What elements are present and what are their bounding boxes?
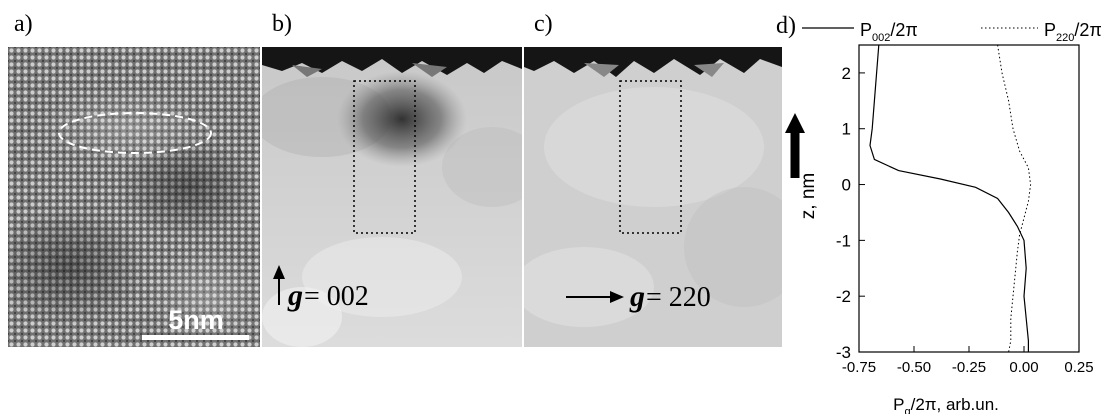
region-ellipse <box>58 112 212 154</box>
legend-label-p002: P002/2π <box>860 20 918 44</box>
x-tick-label: -0.75 <box>842 359 876 376</box>
phase-image-002: g = 002 <box>262 47 522 347</box>
panel-label-b: b) <box>272 11 292 37</box>
series-line-p002 <box>869 44 1029 352</box>
x-axis-label: Pg/2π, arb.un. <box>893 395 999 414</box>
y-tick-label: -2 <box>836 287 851 306</box>
legend: P002/2π P220/2π <box>802 20 1102 44</box>
integration-box <box>619 80 682 234</box>
plot-area: 2 1 0 -1 -2 -3-0.75 -0.50 -0.25 0.00 0.25 <box>836 44 1094 376</box>
integration-box <box>353 80 416 234</box>
scale-bar <box>142 335 249 340</box>
phase-image-220: g = 220 <box>524 47 782 347</box>
hrtem-image-panel: 5nm <box>8 47 260 347</box>
panel-label-c: c) <box>534 11 553 37</box>
y-tick-label: 1 <box>842 120 851 139</box>
phase-image-220-panel: g = 220 <box>524 47 782 347</box>
phase-profile-chart: d) P002/2π P220/2π 2 1 0 -1 -2 -3-0.75 -0.50 -0… <box>776 13 1102 414</box>
hrtem-image: 5nm <box>8 47 260 347</box>
y-tick-label: 2 <box>842 64 851 83</box>
plot-frame <box>858 44 1080 353</box>
y-tick-label: 0 <box>842 176 851 195</box>
series-line-p220 <box>997 44 1032 353</box>
g-symbol-220: g <box>629 280 645 313</box>
x-tick-label: 0.00 <box>1009 359 1038 376</box>
phase-image-002-panel: g = 002 <box>262 47 522 347</box>
scale-bar-label: 5nm <box>168 305 224 335</box>
y-tick-label: -3 <box>836 343 851 362</box>
panel-label-d: d) <box>776 13 796 39</box>
g-value-220: = 220 <box>646 282 711 313</box>
x-tick-label: -0.50 <box>897 359 931 376</box>
g-value-002: = 002 <box>304 281 369 312</box>
z-arrow-head <box>785 113 805 133</box>
x-tick-label: 0.25 <box>1064 359 1093 376</box>
g-symbol-002: g <box>287 279 303 312</box>
panel-label-a: a) <box>14 11 33 37</box>
legend-label-p220: P220/2π <box>1044 20 1102 44</box>
y-axis-label: z, nm <box>798 173 819 219</box>
y-tick-label: -1 <box>836 231 851 250</box>
x-tick-label: -0.25 <box>952 359 986 376</box>
